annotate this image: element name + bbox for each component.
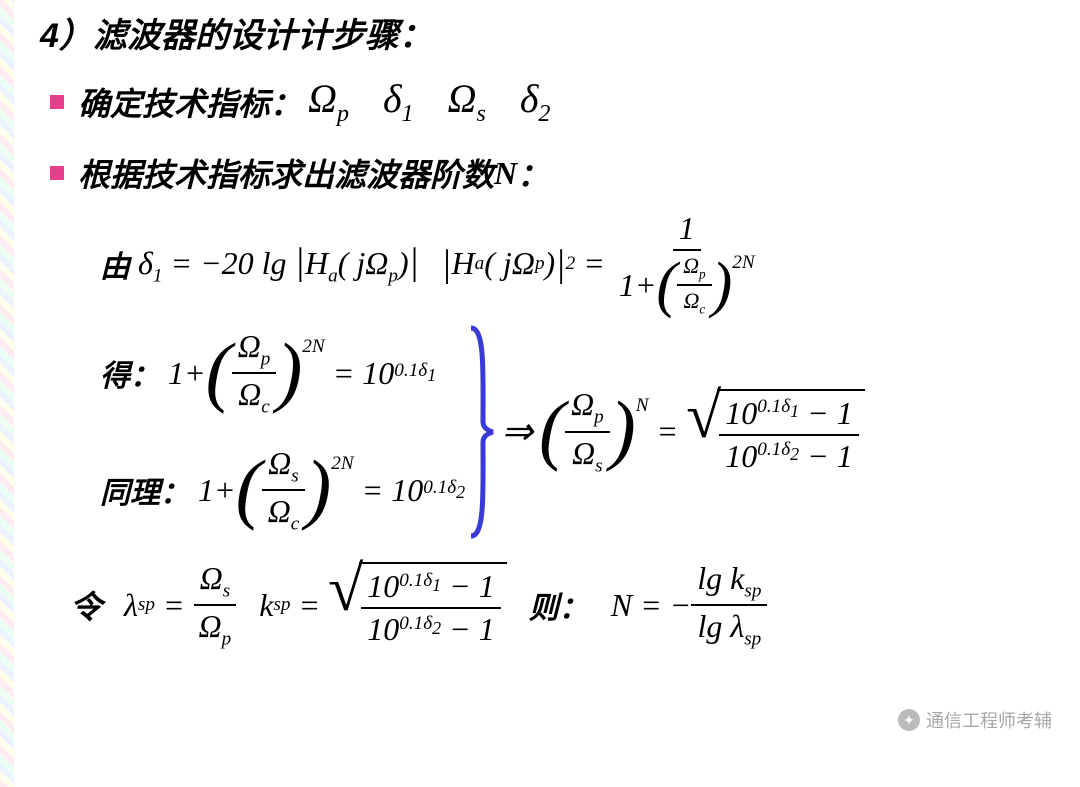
implies-arrow-icon: ⇒ bbox=[501, 409, 533, 454]
bullet-icon bbox=[50, 95, 64, 109]
spec-delta-1: δ1 bbox=[383, 75, 414, 128]
brace-icon bbox=[465, 322, 495, 542]
section-title: 4）滤波器的设计计步骤： bbox=[40, 8, 1060, 57]
spec-delta-2: δ2 bbox=[520, 75, 551, 128]
spec-omega-s: Ωs bbox=[448, 75, 486, 128]
label-de: 得： bbox=[100, 351, 160, 395]
order-N: N bbox=[494, 155, 517, 192]
watermark-text: 通信工程师考辅 bbox=[926, 707, 1052, 733]
eq-lambda: λsp = Ωs Ωp bbox=[124, 560, 237, 651]
eq-tongli: 1+ ( Ωs Ωc ) 2N = 100.1δ2 bbox=[190, 445, 465, 536]
left-decorative-border bbox=[0, 0, 14, 787]
eq-N: N = − lg ksp lg λsp bbox=[611, 560, 768, 651]
step1-label: 确定技术指标： bbox=[78, 79, 302, 125]
label-tongli: 同理： bbox=[100, 468, 190, 512]
bullet-icon bbox=[50, 166, 64, 180]
step2-label: 根据技术指标求出滤波器阶数 bbox=[78, 150, 494, 196]
label-ling: 令 bbox=[70, 582, 102, 628]
eq-result: ( Ωp Ωs ) N = √ 100.1δ1 − 1 100.1δ2 − 1 bbox=[539, 386, 865, 477]
label-you: 由 bbox=[100, 242, 130, 286]
watermark: ✦ 通信工程师考辅 bbox=[898, 707, 1052, 733]
eq-Ha2: |Ha( jΩp)|2 = 1 1+ ( Ωp Ωc ) 2N bbox=[441, 210, 761, 318]
wechat-icon: ✦ bbox=[898, 709, 920, 731]
step2-tail: ： bbox=[517, 150, 549, 196]
eq-delta1: δ1 = −20 lg |Ha( jΩp)| bbox=[130, 240, 419, 287]
eq-de: 1+ ( Ωp Ωc ) 2N = 100.1δ1 bbox=[160, 328, 436, 419]
label-ze: 则： bbox=[529, 583, 589, 627]
spec-omega-p: Ωp bbox=[308, 75, 349, 128]
eq-ksp: ksp = √ 100.1δ1 − 1 100.1δ2 − 1 bbox=[259, 562, 506, 648]
